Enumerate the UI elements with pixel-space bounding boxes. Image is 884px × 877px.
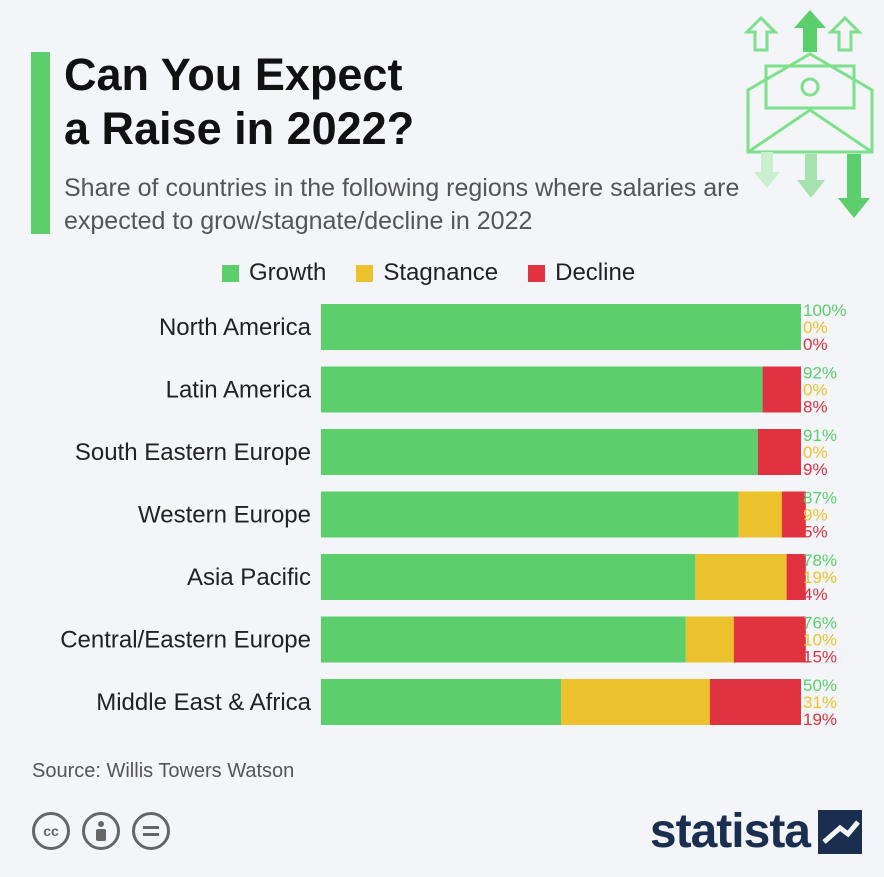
- legend-label-stagnance: Stagnance: [383, 259, 499, 286]
- data-label-decline-middle-east-africa: 19%: [803, 710, 837, 729]
- data-label-growth-middle-east-africa: 50%: [803, 676, 837, 695]
- bar-growth-middle-east-africa: [321, 679, 561, 725]
- data-label-stagnance-western-europe: 9%: [803, 506, 828, 525]
- legend-swatch-decline: [528, 264, 546, 282]
- legend-item-stagnance: Stagnance: [356, 259, 498, 287]
- data-label-growth-central-eastern-europe: 76%: [803, 614, 837, 633]
- data-label-stagnance-central-eastern-europe: 10%: [803, 631, 837, 650]
- nd-icon: [132, 812, 170, 850]
- bar-decline-latin-america: [762, 366, 801, 413]
- bar-growth-south-eastern-europe: [321, 429, 758, 475]
- data-label-decline-north-america: 0%: [803, 335, 828, 354]
- data-label-growth-south-eastern-europe: 91%: [803, 426, 837, 445]
- category-label-latin-america: Latin America: [166, 377, 312, 404]
- bar-decline-south-eastern-europe: [757, 429, 801, 475]
- bar-growth-central-eastern-europe: [321, 616, 686, 663]
- bar-stagnance-middle-east-africa: [561, 679, 710, 725]
- bar-growth-north-america: [321, 304, 801, 350]
- chart-title: Can You Expect a Raise in 2022?: [64, 49, 415, 154]
- bar-stagnance-western-europe: [738, 491, 782, 538]
- by-icon: [82, 812, 120, 850]
- data-label-decline-central-eastern-europe: 15%: [803, 648, 837, 667]
- legend: Growth Stagnance Decline: [222, 258, 635, 288]
- title-accent-bar: [31, 52, 50, 234]
- license-icons: cc: [32, 812, 170, 850]
- chart-subtitle: Share of countries in the following regi…: [64, 174, 740, 235]
- data-label-stagnance-latin-america: 0%: [803, 381, 828, 400]
- category-label-north-america: North America: [159, 314, 312, 341]
- data-label-stagnance-asia-pacific: 19%: [803, 568, 837, 587]
- statista-wordmark: statista: [649, 805, 811, 858]
- bar-stagnance-asia-pacific: [695, 554, 787, 600]
- data-label-growth-latin-america: 92%: [803, 364, 837, 383]
- envelope-money-icon: [743, 10, 874, 218]
- data-label-decline-south-eastern-europe: 9%: [803, 460, 828, 479]
- data-label-stagnance-north-america: 0%: [803, 318, 828, 337]
- source-note: Source: Willis Towers Watson: [32, 760, 295, 782]
- category-label-middle-east-africa: Middle East & Africa: [96, 689, 311, 716]
- legend-item-growth: Growth: [222, 259, 326, 287]
- bar-growth-western-europe: [321, 491, 739, 538]
- bar-growth-latin-america: [321, 366, 763, 413]
- data-label-growth-north-america: 100%: [803, 301, 846, 320]
- statista-logo-icon: [818, 809, 862, 854]
- bar-stagnance-central-eastern-europe: [685, 616, 734, 663]
- statista-logo: statista: [650, 804, 862, 859]
- legend-item-decline: Decline: [528, 259, 635, 287]
- legend-label-growth: Growth: [249, 259, 327, 286]
- category-label-asia-pacific: Asia Pacific: [187, 564, 311, 591]
- data-label-stagnance-middle-east-africa: 31%: [803, 693, 837, 712]
- bar-decline-central-eastern-europe: [733, 616, 806, 663]
- legend-label-decline: Decline: [555, 259, 636, 286]
- data-label-decline-western-europe: 5%: [803, 523, 828, 542]
- category-label-western-europe: Western Europe: [138, 502, 311, 529]
- data-label-decline-asia-pacific: 4%: [803, 585, 828, 604]
- category-label-central-eastern-europe: Central/Eastern Europe: [60, 627, 311, 654]
- bar-decline-asia-pacific: [786, 554, 806, 600]
- legend-swatch-growth: [222, 264, 239, 282]
- legend-swatch-stagnance: [356, 264, 374, 282]
- category-label-south-eastern-europe: South Eastern Europe: [75, 439, 311, 466]
- bar-growth-asia-pacific: [321, 554, 696, 600]
- bar-decline-middle-east-africa: [709, 679, 801, 725]
- data-label-growth-asia-pacific: 78%: [803, 551, 837, 570]
- data-label-growth-western-europe: 87%: [803, 489, 837, 508]
- cc-icon: cc: [32, 812, 70, 850]
- data-label-decline-latin-america: 8%: [803, 398, 828, 417]
- bar-decline-western-europe: [781, 491, 806, 538]
- data-label-stagnance-south-eastern-europe: 0%: [803, 443, 828, 462]
